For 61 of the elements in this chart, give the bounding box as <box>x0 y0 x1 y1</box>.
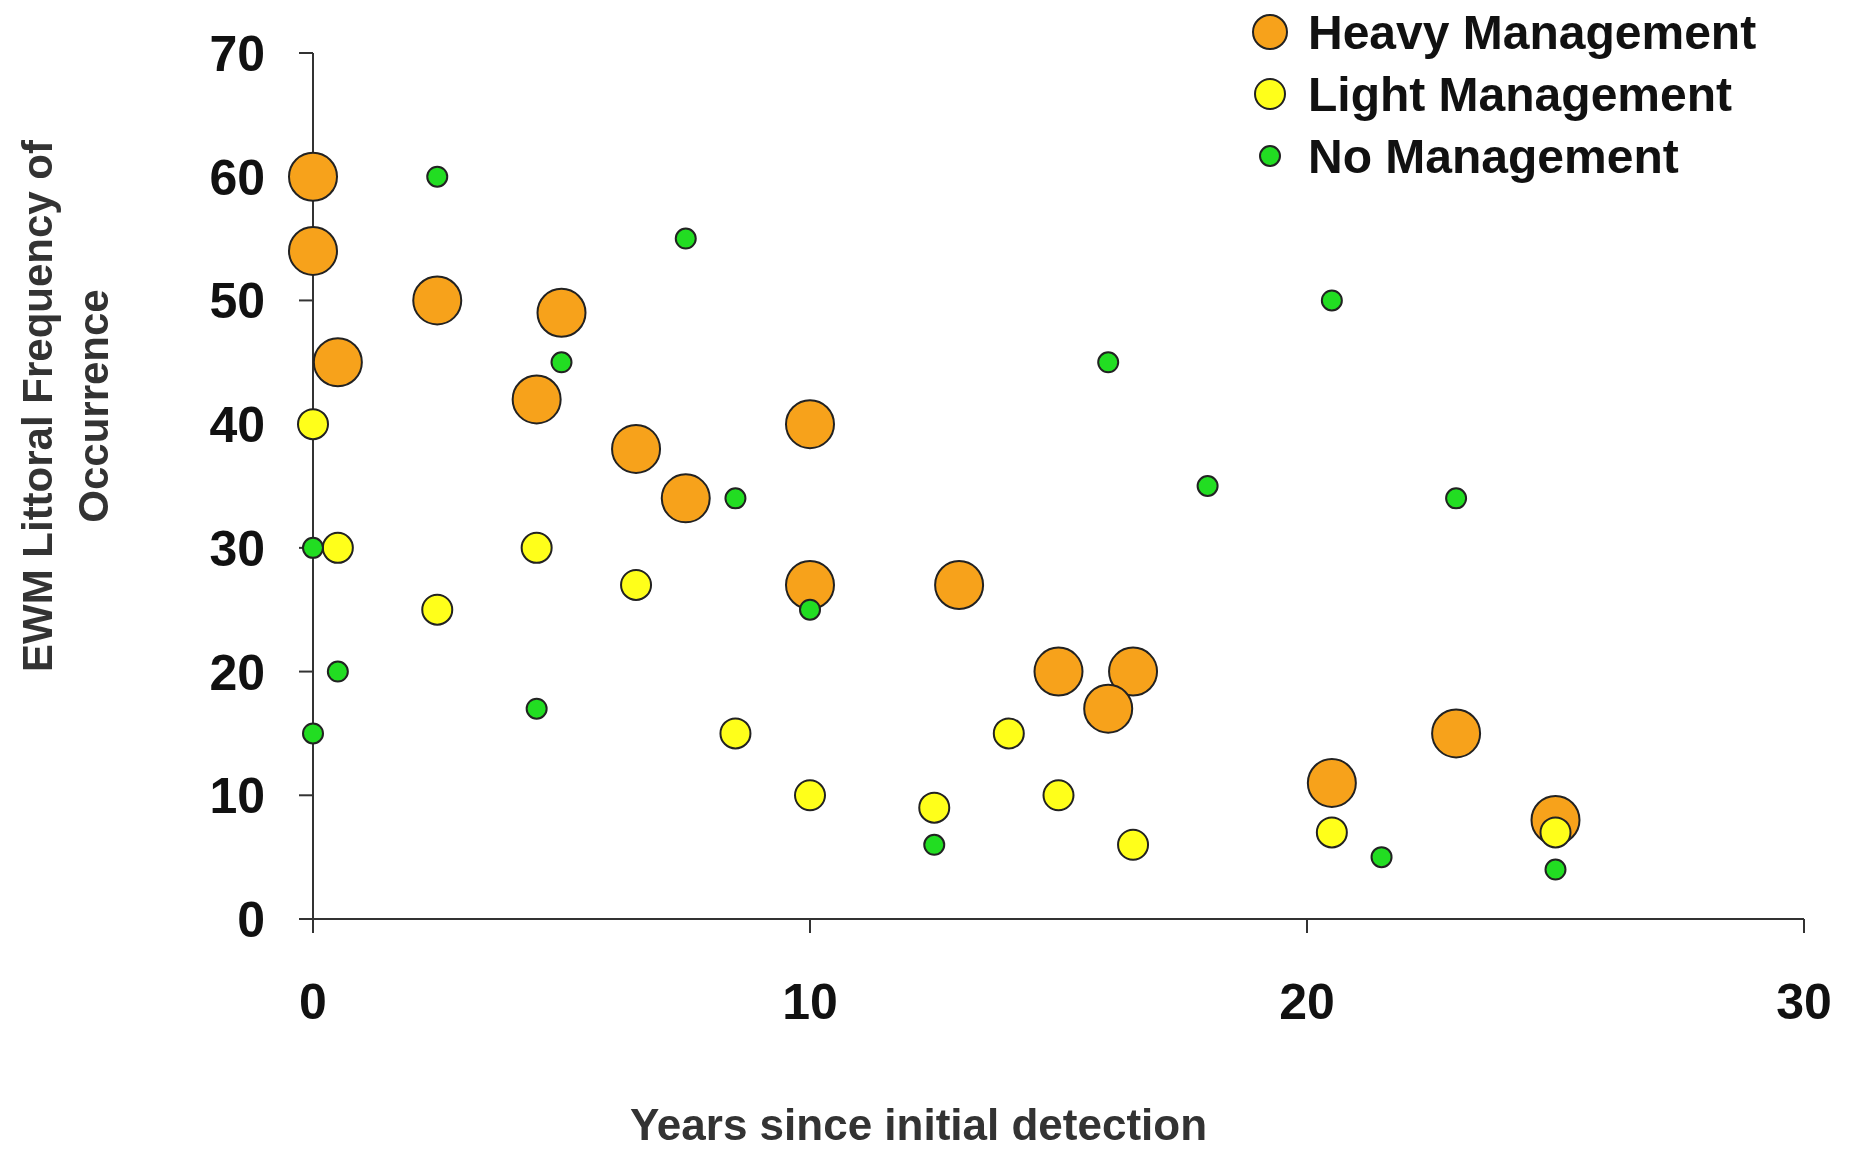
point <box>611 423 662 474</box>
point <box>525 697 548 720</box>
point <box>550 351 573 374</box>
point <box>923 833 946 856</box>
point <box>1431 708 1482 759</box>
x-tick-label: 20 <box>1279 974 1335 1030</box>
point <box>302 536 324 559</box>
point <box>1083 683 1134 734</box>
point <box>785 399 835 450</box>
point <box>794 779 826 812</box>
point <box>412 275 463 326</box>
point <box>520 531 553 564</box>
point <box>1445 487 1468 510</box>
point <box>1306 757 1357 808</box>
point <box>1042 779 1075 812</box>
point <box>321 531 354 564</box>
point <box>660 473 711 524</box>
y-tick-label: 50 <box>209 273 265 330</box>
y-tick-label: 20 <box>209 644 265 701</box>
point <box>1196 475 1219 497</box>
legend-label: Heavy Management <box>1308 6 1757 60</box>
point <box>1117 828 1150 861</box>
point <box>719 717 752 750</box>
point <box>302 722 324 745</box>
x-tick-label: 30 <box>1776 974 1832 1030</box>
y-tick-label: 10 <box>209 768 265 825</box>
point <box>1033 646 1084 697</box>
point <box>1370 846 1393 869</box>
point <box>620 569 653 601</box>
point <box>674 227 697 250</box>
x-tick-label: 0 <box>299 974 327 1030</box>
y-axis-title: EWM Littoral Frequency of Occurrence <box>14 138 117 673</box>
point <box>1108 646 1159 697</box>
point <box>421 593 454 626</box>
point <box>1315 816 1348 849</box>
point <box>724 487 747 510</box>
y-tick-label: 30 <box>209 520 265 577</box>
x-tick-label: 10 <box>782 974 838 1030</box>
point <box>326 660 349 683</box>
point <box>288 151 338 202</box>
point <box>1097 351 1120 374</box>
point <box>992 717 1025 750</box>
point <box>918 791 951 824</box>
y-tick-label: 40 <box>209 397 265 454</box>
legend-label: No Management <box>1308 130 1679 184</box>
point <box>785 560 835 610</box>
y-tick-label: 70 <box>209 26 265 82</box>
point <box>511 374 562 425</box>
point <box>426 165 449 188</box>
point <box>1544 858 1567 881</box>
point <box>934 560 985 610</box>
point <box>536 287 587 338</box>
y-tick-label: 60 <box>209 149 265 206</box>
point <box>1320 289 1343 312</box>
y-tick-label: 0 <box>237 892 265 948</box>
legend-label: Light Management <box>1308 68 1733 122</box>
point <box>288 225 338 276</box>
point <box>297 408 329 441</box>
point <box>799 598 821 621</box>
x-axis-title: Years since initial detection <box>629 1100 1208 1149</box>
point <box>312 337 363 388</box>
